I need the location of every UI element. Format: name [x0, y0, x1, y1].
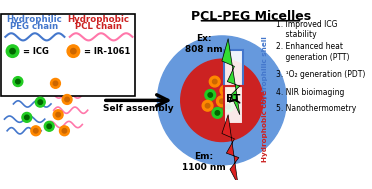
Circle shape — [157, 36, 286, 165]
Circle shape — [67, 45, 80, 57]
Text: Em:
1100 nm: Em: 1100 nm — [182, 152, 226, 172]
Circle shape — [232, 91, 237, 95]
Polygon shape — [222, 39, 240, 115]
Text: PCL-PEG Micelles: PCL-PEG Micelles — [191, 10, 311, 23]
Circle shape — [229, 88, 240, 99]
Circle shape — [205, 104, 210, 108]
Circle shape — [22, 112, 32, 122]
Text: Hydrophilic: Hydrophilic — [6, 15, 62, 24]
Circle shape — [13, 77, 23, 87]
Circle shape — [65, 97, 69, 102]
Text: Self assembly: Self assembly — [103, 104, 174, 113]
Text: Ex:
808 nm: Ex: 808 nm — [185, 34, 223, 54]
Circle shape — [53, 110, 63, 120]
Text: ET: ET — [226, 94, 241, 104]
Text: 1. Improved ICG
    stability: 1. Improved ICG stability — [276, 20, 337, 39]
Circle shape — [31, 126, 41, 136]
Circle shape — [226, 104, 230, 109]
Text: PEG chain: PEG chain — [10, 22, 58, 32]
Circle shape — [215, 111, 219, 115]
Circle shape — [209, 76, 220, 87]
Circle shape — [44, 121, 54, 131]
Circle shape — [205, 90, 216, 100]
Circle shape — [71, 48, 76, 54]
Circle shape — [219, 99, 224, 104]
Circle shape — [10, 48, 15, 54]
Text: Hydrophilic shell: Hydrophilic shell — [262, 36, 268, 105]
Circle shape — [60, 126, 69, 136]
Text: 4. NIR bioimaging: 4. NIR bioimaging — [276, 88, 344, 97]
Text: 5. Nanothermometry: 5. Nanothermometry — [276, 104, 356, 113]
Circle shape — [16, 79, 20, 84]
Polygon shape — [222, 115, 239, 184]
Circle shape — [181, 59, 263, 142]
Circle shape — [47, 124, 51, 129]
Circle shape — [208, 93, 212, 97]
Circle shape — [223, 101, 234, 112]
Circle shape — [202, 100, 213, 111]
Circle shape — [38, 100, 42, 104]
Circle shape — [25, 115, 29, 120]
Circle shape — [212, 108, 223, 118]
FancyBboxPatch shape — [224, 50, 243, 124]
Circle shape — [53, 81, 58, 86]
Text: = IR-1061: = IR-1061 — [84, 47, 131, 56]
Text: Hydrophobic core: Hydrophobic core — [262, 90, 268, 162]
Circle shape — [35, 97, 45, 107]
Circle shape — [62, 94, 72, 104]
Circle shape — [220, 85, 231, 96]
Text: Hydrophobic: Hydrophobic — [67, 15, 129, 24]
Text: 2. Enhanced heat
    generation (PTT): 2. Enhanced heat generation (PTT) — [276, 42, 349, 62]
Circle shape — [217, 96, 227, 107]
Circle shape — [212, 79, 217, 84]
Text: = ICG: = ICG — [23, 47, 49, 56]
FancyBboxPatch shape — [1, 14, 135, 96]
Circle shape — [6, 45, 19, 57]
Circle shape — [56, 112, 60, 117]
Text: 3. ¹O₂ generation (PDT): 3. ¹O₂ generation (PDT) — [276, 70, 365, 79]
Circle shape — [51, 78, 60, 88]
Circle shape — [33, 129, 38, 133]
Circle shape — [223, 88, 228, 93]
Text: PCL chain: PCL chain — [75, 22, 122, 32]
Circle shape — [62, 129, 67, 133]
